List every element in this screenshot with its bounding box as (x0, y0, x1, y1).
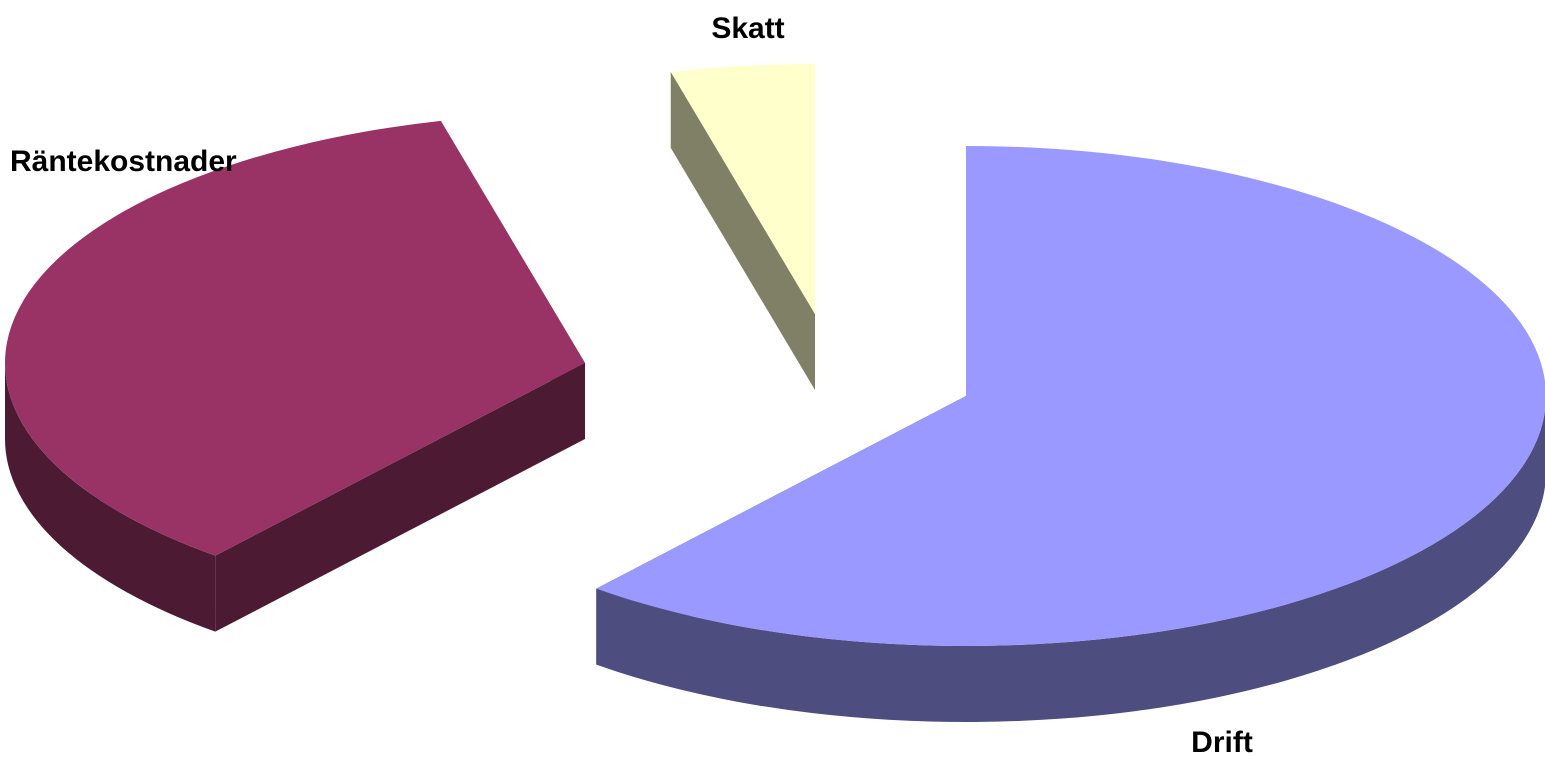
slice-outer-wall (596, 410, 1545, 722)
slice-label-drift: Drift (1191, 726, 1253, 757)
pie-slice-r-ntekostnader (4, 120, 586, 632)
pie-slices (4, 64, 1545, 722)
pie-slice-skatt (670, 64, 815, 390)
slice-label-r-ntekostnader: Räntekostnader (10, 145, 237, 178)
slice-top (670, 64, 815, 314)
pie-slice-drift (596, 146, 1545, 722)
pie-labels: Drift Räntekostnader Skatt (10, 12, 1253, 757)
slice-wall (215, 363, 586, 632)
slice-outer-wall (4, 363, 216, 632)
slice-wall (670, 71, 815, 390)
slice-top (596, 146, 1545, 646)
slice-label-skatt: Skatt (711, 12, 784, 45)
slice-top (4, 120, 586, 556)
